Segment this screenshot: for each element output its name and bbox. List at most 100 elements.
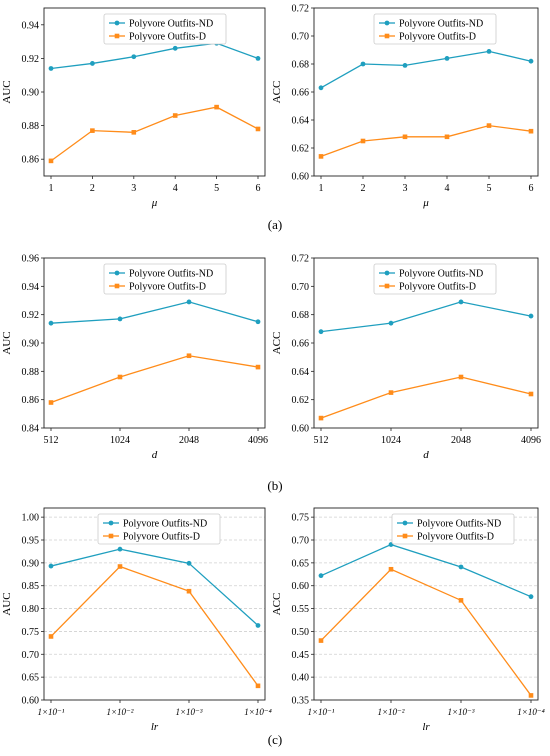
data-point bbox=[318, 329, 324, 335]
y-tick-label: 0.70 bbox=[22, 650, 40, 661]
x-axis-label: μ bbox=[151, 197, 158, 209]
legend-label: Polyvore Outfits-D bbox=[399, 32, 476, 43]
series-line-d bbox=[320, 376, 532, 419]
series-line-d bbox=[320, 124, 532, 158]
data-point bbox=[214, 104, 219, 110]
legend-marker bbox=[114, 20, 120, 26]
data-point bbox=[255, 56, 261, 61]
data-point bbox=[90, 61, 95, 66]
data-point bbox=[458, 299, 464, 305]
data-point bbox=[186, 353, 192, 359]
y-tick-label: 0.86 bbox=[22, 155, 40, 166]
x-tick-label: 1 bbox=[49, 183, 54, 194]
series-line-nd bbox=[50, 301, 259, 324]
x-axis-label: d bbox=[152, 449, 158, 461]
plot-frame bbox=[313, 507, 539, 701]
y-tick-label: 1.00 bbox=[22, 513, 40, 524]
data-point bbox=[388, 390, 394, 395]
legend-box bbox=[391, 513, 515, 545]
x-tick-label: 4096 bbox=[521, 435, 541, 446]
y-tick-label: 0.64 bbox=[292, 367, 310, 378]
data-point bbox=[117, 546, 123, 552]
x-tick-label: 3 bbox=[131, 183, 136, 194]
data-point bbox=[255, 319, 261, 325]
y-tick-label: 0.75 bbox=[292, 513, 310, 524]
y-tick-label: 0.35 bbox=[292, 696, 310, 707]
legend-marker bbox=[384, 33, 390, 39]
x-tick-label: 1×10⁻⁴ bbox=[244, 707, 271, 717]
data-point bbox=[528, 693, 534, 698]
y-tick-label: 0.50 bbox=[292, 627, 310, 638]
series-line-nd bbox=[50, 42, 259, 70]
y-tick-label: 0.75 bbox=[22, 627, 40, 638]
y-tick-label: 0.92 bbox=[22, 310, 40, 321]
legend-marker bbox=[384, 270, 390, 276]
legend-box bbox=[97, 513, 221, 545]
legend: Polyvore Outfits-ND Polyvore Outfits-D bbox=[373, 13, 497, 45]
data-point bbox=[131, 130, 137, 135]
data-point bbox=[255, 126, 261, 132]
panel-label-c: (c) bbox=[267, 732, 283, 747]
y-tick-label: 0.70 bbox=[292, 282, 310, 293]
x-axis-label: d bbox=[423, 449, 429, 461]
y-tick-label: 0.70 bbox=[292, 32, 310, 43]
x-tick-label: 1×10⁻⁴ bbox=[517, 707, 544, 717]
series-line-nd bbox=[320, 50, 532, 89]
y-tick-label: 0.62 bbox=[292, 395, 310, 406]
data-point bbox=[486, 123, 492, 128]
legend-marker bbox=[108, 520, 114, 526]
x-tick-label: 5 bbox=[487, 183, 492, 194]
data-point bbox=[117, 316, 123, 322]
x-tick-label: 6 bbox=[256, 183, 261, 194]
data-point bbox=[318, 85, 324, 91]
data-point bbox=[402, 63, 408, 68]
y-tick-label: 0.45 bbox=[292, 650, 310, 661]
data-point bbox=[255, 364, 261, 370]
legend-marker bbox=[114, 270, 120, 276]
y-tick-label: 0.95 bbox=[22, 536, 40, 547]
y-tick-label: 0.90 bbox=[22, 558, 40, 569]
x-tick-label: 5 bbox=[214, 183, 219, 194]
legend-box bbox=[103, 13, 227, 45]
legend: Polyvore Outfits-ND Polyvore Outfits-D bbox=[373, 263, 497, 295]
y-tick-label: 0.92 bbox=[22, 54, 40, 65]
x-axis-label: μ bbox=[422, 197, 429, 209]
legend-label: Polyvore Outfits-D bbox=[417, 532, 494, 543]
y-tick-label: 0.85 bbox=[22, 581, 40, 592]
data-point bbox=[117, 564, 123, 569]
x-tick-label: 2 bbox=[90, 183, 95, 194]
data-point bbox=[48, 563, 54, 569]
legend-marker bbox=[114, 283, 120, 289]
data-point bbox=[48, 66, 54, 71]
data-point bbox=[318, 638, 324, 643]
x-tick-label: 1×10⁻² bbox=[106, 707, 133, 717]
legend-label: Polyvore Outfits-D bbox=[399, 282, 476, 293]
legend-marker bbox=[384, 283, 390, 289]
chart-1: 0.86 0.88 0.90 0.92 0.94 1 2 3 4 5 6 μ AUC Polyvore O… bbox=[1, 7, 266, 209]
legend: Polyvore Outfits-ND Polyvore Outfits-D bbox=[103, 13, 227, 45]
y-tick-label: 0.65 bbox=[22, 673, 40, 684]
data-point bbox=[117, 374, 123, 380]
series-line-nd bbox=[320, 543, 532, 598]
chart-4: 0.60 0.62 0.64 0.66 0.68 0.70 0.72 512 1024 2048 4… bbox=[271, 254, 541, 462]
y-axis-label: AUC bbox=[1, 331, 13, 354]
y-tick-label: 0.64 bbox=[292, 116, 310, 127]
data-point bbox=[528, 391, 534, 397]
x-tick-label: 3 bbox=[403, 183, 408, 194]
data-point bbox=[458, 598, 464, 603]
y-tick-label: 0.88 bbox=[22, 367, 40, 378]
series-line-nd bbox=[320, 301, 532, 333]
y-tick-label: 0.80 bbox=[22, 604, 40, 615]
x-tick-label: 512 bbox=[314, 435, 329, 446]
y-tick-label: 0.86 bbox=[22, 395, 40, 406]
data-point bbox=[360, 138, 366, 144]
y-tick-label: 0.96 bbox=[22, 254, 40, 265]
data-point bbox=[388, 320, 394, 326]
y-tick-label: 0.94 bbox=[22, 20, 40, 31]
chart-5: 0.60 0.65 0.70 0.75 0.80 0.85 0.90 0.95 1.00 1×10… bbox=[1, 507, 272, 733]
chart-2: 0.60 0.62 0.64 0.66 0.68 0.70 0.72 1 2 3 4 5 6 μ ACC Po… bbox=[271, 4, 539, 209]
legend: Polyvore Outfits-ND Polyvore Outfits-D bbox=[103, 263, 227, 295]
legend-marker bbox=[402, 533, 408, 539]
data-point bbox=[318, 154, 324, 159]
legend-marker bbox=[108, 533, 114, 539]
